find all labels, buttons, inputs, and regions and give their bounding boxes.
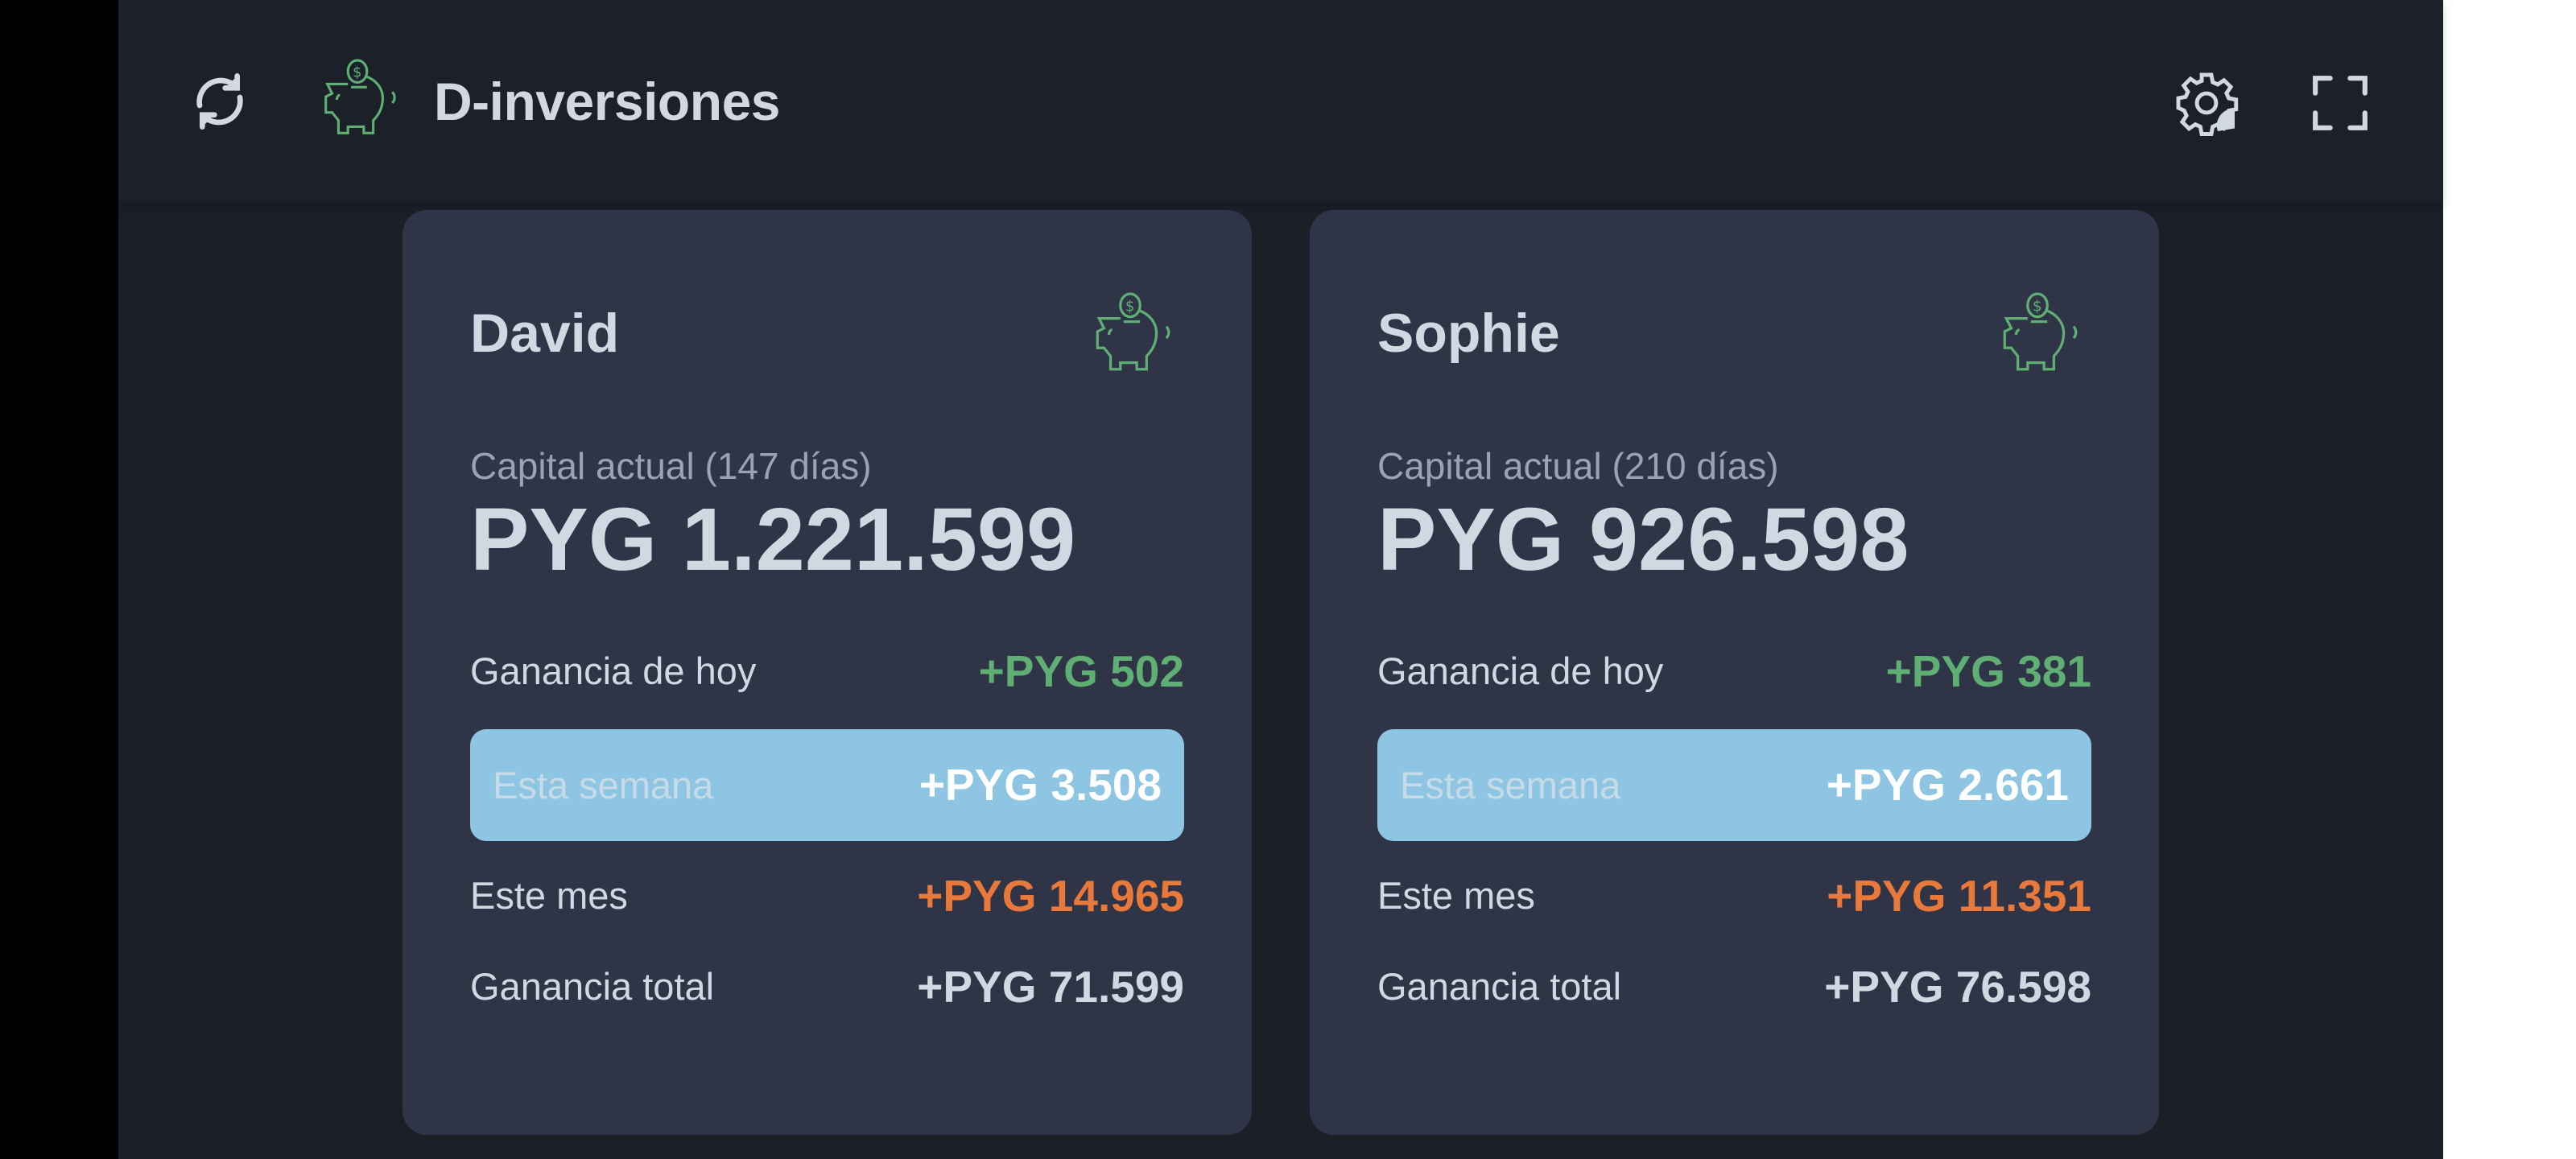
today-row: Ganancia de hoy +PYG 381 bbox=[1377, 642, 2091, 699]
investor-name: David bbox=[470, 303, 620, 364]
month-row: Este mes +PYG 11.351 bbox=[1377, 867, 2091, 923]
app: $ D-inversiones David $ Capital actual (… bbox=[118, 0, 2443, 1159]
piggy-bank-icon: $ bbox=[1096, 292, 1170, 371]
total-row: Ganancia total +PYG 71.599 bbox=[470, 958, 1184, 1014]
total-value: +PYG 71.599 bbox=[917, 962, 1184, 1012]
week-row: Esta semana +PYG 3.508 bbox=[470, 729, 1184, 841]
total-row: Ganancia total +PYG 76.598 bbox=[1377, 958, 2091, 1014]
app-title: D-inversiones bbox=[434, 72, 780, 131]
total-value: +PYG 76.598 bbox=[1824, 962, 2091, 1012]
investor-card-david: David $ Capital actual (147 días) PYG 1.… bbox=[402, 210, 1252, 1135]
svg-text:$: $ bbox=[353, 65, 361, 81]
capital-amount: PYG 1.221.599 bbox=[470, 490, 1076, 589]
today-value: +PYG 502 bbox=[978, 646, 1184, 696]
today-label: Ganancia de hoy bbox=[470, 650, 757, 692]
week-label: Esta semana bbox=[1400, 764, 1621, 806]
svg-text:$: $ bbox=[2033, 298, 2042, 315]
header: $ D-inversiones bbox=[118, 0, 2443, 202]
week-label: Esta semana bbox=[493, 764, 714, 806]
month-row: Este mes +PYG 14.965 bbox=[470, 867, 1184, 923]
gear-icon[interactable] bbox=[2173, 69, 2240, 137]
today-row: Ganancia de hoy +PYG 502 bbox=[470, 642, 1184, 699]
svg-text:$: $ bbox=[1125, 298, 1135, 315]
week-value: +PYG 2.661 bbox=[1826, 760, 2069, 810]
today-label: Ganancia de hoy bbox=[1377, 650, 1664, 692]
left-black-bar bbox=[0, 0, 118, 1159]
refresh-icon[interactable] bbox=[188, 69, 252, 134]
month-label: Este mes bbox=[470, 874, 628, 917]
today-value: +PYG 381 bbox=[1885, 646, 2091, 696]
fullscreen-icon[interactable] bbox=[2310, 73, 2370, 133]
investor-name: Sophie bbox=[1377, 303, 1560, 364]
capital-label: Capital actual (147 días) bbox=[470, 445, 872, 487]
capital-label: Capital actual (210 días) bbox=[1377, 445, 1779, 487]
week-value: +PYG 3.508 bbox=[919, 760, 1162, 810]
total-label: Ganancia total bbox=[1377, 965, 1622, 1008]
week-row: Esta semana +PYG 2.661 bbox=[1377, 729, 2091, 841]
total-label: Ganancia total bbox=[470, 965, 715, 1008]
piggy-bank-icon: $ bbox=[324, 59, 396, 134]
investor-card-sophie: Sophie $ Capital actual (210 días) PYG 9… bbox=[1310, 210, 2159, 1135]
month-label: Este mes bbox=[1377, 874, 1535, 917]
month-value: +PYG 11.351 bbox=[1827, 871, 2091, 921]
piggy-bank-icon: $ bbox=[2003, 292, 2078, 371]
capital-amount: PYG 926.598 bbox=[1377, 490, 1909, 589]
month-value: +PYG 14.965 bbox=[917, 871, 1184, 921]
